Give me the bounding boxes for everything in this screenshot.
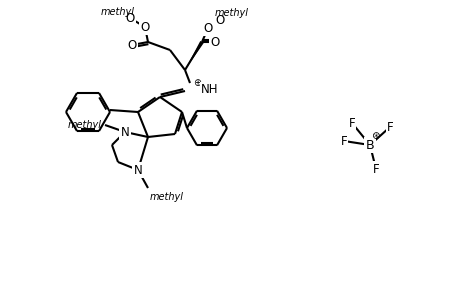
Text: F: F — [348, 116, 354, 130]
Text: O: O — [203, 22, 212, 34]
Text: F: F — [372, 163, 379, 176]
Text: ⊛: ⊛ — [370, 131, 379, 141]
Polygon shape — [185, 41, 203, 70]
Text: N: N — [133, 164, 142, 176]
Text: NH: NH — [201, 82, 218, 95]
Text: O: O — [127, 38, 136, 52]
Text: methyl: methyl — [68, 120, 102, 130]
Text: methyl: methyl — [150, 192, 184, 202]
Text: methyl: methyl — [214, 8, 248, 18]
Text: O: O — [215, 14, 224, 26]
Text: O: O — [210, 35, 219, 49]
Text: O: O — [140, 20, 149, 34]
Text: ⊕: ⊕ — [192, 78, 201, 88]
Text: methyl: methyl — [101, 7, 134, 17]
Text: O: O — [125, 11, 134, 25]
Text: N: N — [120, 125, 129, 139]
Text: B: B — [365, 139, 374, 152]
Text: F: F — [386, 121, 392, 134]
Text: F: F — [340, 134, 347, 148]
